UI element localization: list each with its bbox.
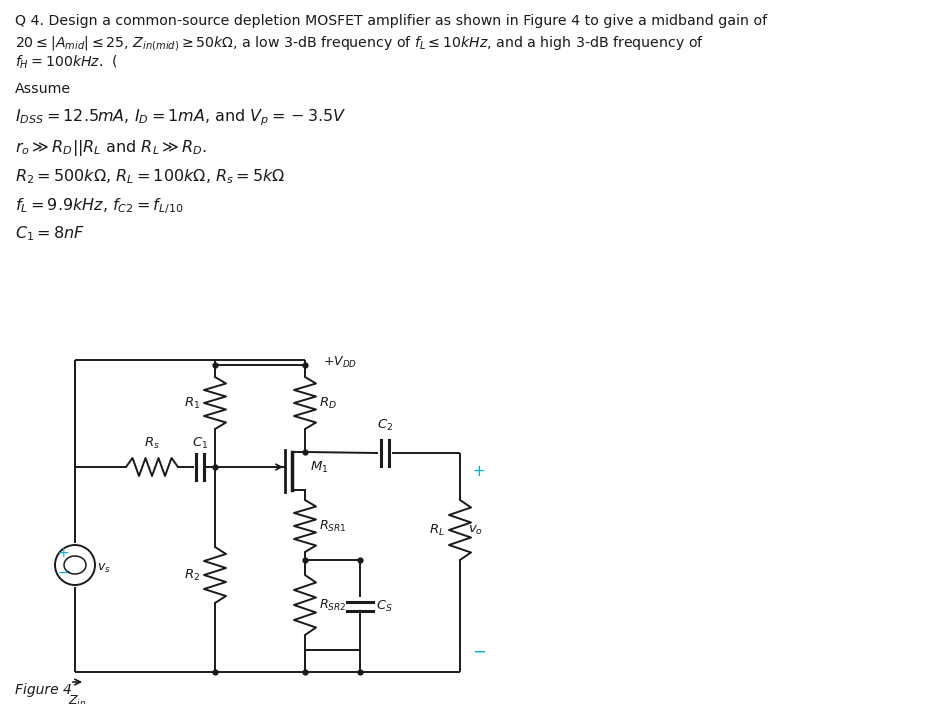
Text: $f_H = 100kHz$.  (: $f_H = 100kHz$. ( (15, 54, 118, 71)
Text: $R_{SR1}$: $R_{SR1}$ (319, 518, 347, 534)
Text: Figure 4: Figure 4 (15, 683, 71, 697)
Text: $v_s$: $v_s$ (97, 562, 110, 574)
Text: $I_{DSS} = 12.5mA$, $I_D = 1mA$, and $V_p = -3.5V$: $I_{DSS} = 12.5mA$, $I_D = 1mA$, and $V_… (15, 107, 347, 127)
Text: $R_2 = 500k\Omega$, $R_L = 100k\Omega$, $R_s = 5k\Omega$: $R_2 = 500k\Omega$, $R_L = 100k\Omega$, … (15, 167, 285, 186)
Text: $R_L$: $R_L$ (428, 522, 445, 538)
Text: $R_2$: $R_2$ (184, 567, 200, 582)
Text: −: − (57, 566, 69, 580)
Text: $C_S$: $C_S$ (376, 598, 392, 614)
Text: $R_1$: $R_1$ (184, 396, 200, 410)
Text: $20 \leq |A_{mid}| \leq 25$, $Z_{in(mid)} \geq 50k\Omega$, a low 3-dB frequency : $20 \leq |A_{mid}| \leq 25$, $Z_{in(mid)… (15, 34, 704, 53)
Text: $R_D$: $R_D$ (319, 396, 337, 410)
Text: $+V_{DD}$: $+V_{DD}$ (323, 355, 357, 370)
Text: Assume: Assume (15, 82, 71, 96)
Text: $R_{SR2}$: $R_{SR2}$ (319, 598, 347, 612)
Text: $v_o$: $v_o$ (467, 524, 483, 536)
Text: $C_1 = 8nF$: $C_1 = 8nF$ (15, 224, 85, 243)
Text: $C_2$: $C_2$ (377, 418, 392, 433)
Text: $C_1$: $C_1$ (191, 436, 208, 451)
Text: $M_1$: $M_1$ (309, 460, 328, 474)
Text: $r_o \gg R_D||R_L$ and $R_L \gg R_D$.: $r_o \gg R_D||R_L$ and $R_L \gg R_D$. (15, 138, 207, 158)
Text: $R_s$: $R_s$ (144, 436, 160, 451)
Text: +: + (57, 546, 69, 560)
Text: −: − (471, 643, 486, 661)
Text: $f_L = 9.9kHz$, $f_{C2} = f_{L/10}$: $f_L = 9.9kHz$, $f_{C2} = f_{L/10}$ (15, 196, 184, 216)
Text: +: + (471, 463, 485, 479)
Text: Q 4. Design a common-source depletion MOSFET amplifier as shown in Figure 4 to g: Q 4. Design a common-source depletion MO… (15, 14, 766, 28)
Text: $Z_{in}$: $Z_{in}$ (68, 694, 86, 704)
